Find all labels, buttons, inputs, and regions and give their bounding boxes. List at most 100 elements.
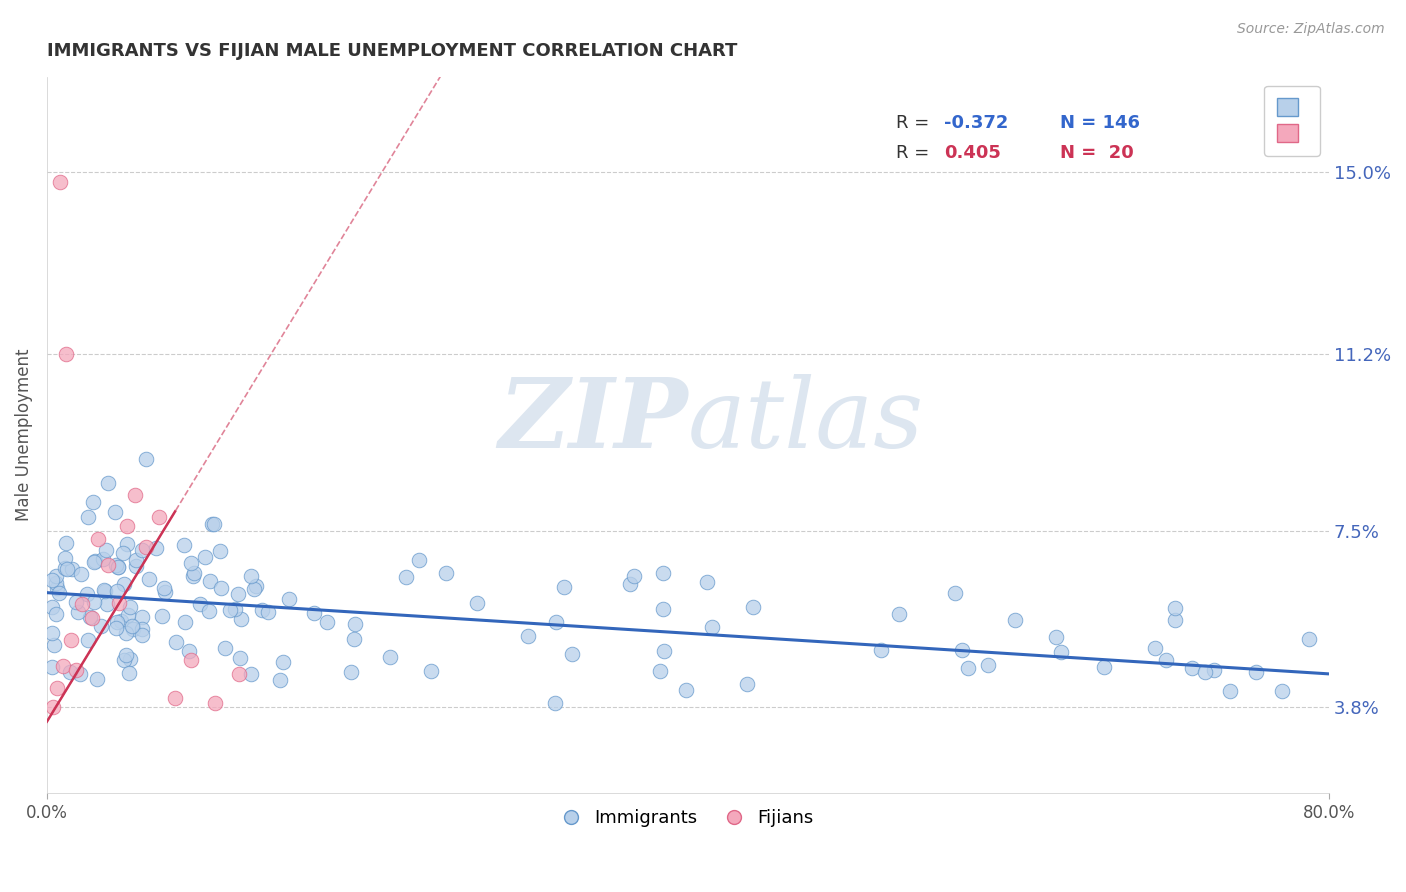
Point bbox=[209, 581, 232, 595]
Point bbox=[516, 629, 538, 643]
Point bbox=[201, 516, 224, 531]
Text: ZIP: ZIP bbox=[498, 374, 688, 467]
Text: Source: ZipAtlas.com: Source: ZipAtlas.com bbox=[1237, 22, 1385, 37]
Point bbox=[150, 609, 173, 624]
Point bbox=[66, 605, 89, 619]
Point bbox=[675, 683, 697, 698]
Point bbox=[135, 451, 157, 466]
Text: IMMIGRANTS VS FIJIAN MALE UNEMPLOYMENT CORRELATION CHART: IMMIGRANTS VS FIJIAN MALE UNEMPLOYMENT C… bbox=[46, 42, 737, 60]
Point bbox=[224, 601, 246, 615]
Point bbox=[121, 618, 143, 632]
Point bbox=[561, 647, 583, 661]
Point bbox=[1156, 653, 1178, 667]
Point bbox=[228, 666, 250, 681]
Point bbox=[546, 615, 568, 629]
Point bbox=[145, 541, 167, 555]
Point bbox=[153, 581, 176, 595]
Point bbox=[652, 644, 675, 658]
Point bbox=[229, 612, 252, 626]
Point bbox=[302, 606, 325, 620]
Point bbox=[59, 665, 82, 679]
Point bbox=[124, 488, 146, 502]
Point bbox=[53, 550, 76, 565]
Point bbox=[202, 516, 225, 531]
Point bbox=[48, 175, 70, 189]
Point bbox=[652, 566, 675, 580]
Point bbox=[86, 673, 108, 687]
Text: -0.372: -0.372 bbox=[945, 114, 1008, 132]
Point bbox=[97, 558, 120, 572]
Point bbox=[696, 574, 718, 589]
Point bbox=[194, 550, 217, 565]
Point bbox=[115, 518, 138, 533]
Point bbox=[226, 587, 249, 601]
Point bbox=[183, 566, 205, 581]
Point bbox=[41, 626, 63, 640]
Point bbox=[1164, 613, 1187, 627]
Point bbox=[55, 347, 77, 361]
Point bbox=[544, 696, 567, 710]
Point bbox=[76, 587, 98, 601]
Point bbox=[41, 660, 63, 674]
Point bbox=[115, 648, 138, 662]
Point bbox=[53, 560, 76, 574]
Point bbox=[97, 475, 120, 490]
Point bbox=[118, 665, 141, 680]
Point bbox=[1219, 683, 1241, 698]
Point bbox=[94, 584, 117, 599]
Point bbox=[395, 569, 418, 583]
Point bbox=[148, 510, 170, 524]
Point bbox=[198, 574, 221, 588]
Point bbox=[105, 584, 128, 599]
Point bbox=[1180, 661, 1202, 675]
Point bbox=[104, 505, 127, 519]
Point bbox=[434, 566, 457, 580]
Point bbox=[887, 607, 910, 622]
Point bbox=[77, 632, 100, 647]
Text: N = 146: N = 146 bbox=[1060, 114, 1140, 132]
Point bbox=[651, 602, 673, 616]
Point bbox=[1004, 614, 1026, 628]
Point bbox=[277, 591, 299, 606]
Point bbox=[82, 495, 104, 509]
Point bbox=[209, 544, 232, 558]
Point bbox=[69, 667, 91, 681]
Point bbox=[115, 537, 138, 551]
Point bbox=[1049, 645, 1071, 659]
Point bbox=[408, 553, 430, 567]
Point bbox=[177, 643, 200, 657]
Point bbox=[107, 560, 129, 574]
Point bbox=[90, 619, 112, 633]
Point bbox=[957, 661, 980, 675]
Point bbox=[165, 635, 187, 649]
Point bbox=[110, 614, 132, 628]
Point bbox=[45, 575, 67, 590]
Point bbox=[229, 651, 252, 665]
Point bbox=[122, 622, 145, 636]
Point bbox=[250, 603, 273, 617]
Point bbox=[870, 642, 893, 657]
Point bbox=[1244, 665, 1267, 679]
Point bbox=[84, 554, 107, 568]
Point bbox=[77, 509, 100, 524]
Point bbox=[45, 681, 67, 696]
Point bbox=[91, 552, 114, 566]
Point bbox=[1092, 660, 1115, 674]
Point bbox=[420, 664, 443, 678]
Point bbox=[83, 595, 105, 609]
Point bbox=[239, 666, 262, 681]
Text: atlas: atlas bbox=[688, 374, 924, 467]
Point bbox=[93, 582, 115, 597]
Point bbox=[79, 610, 101, 624]
Point bbox=[41, 573, 63, 587]
Point bbox=[1143, 641, 1166, 656]
Point bbox=[114, 626, 136, 640]
Point bbox=[65, 594, 87, 608]
Point bbox=[55, 535, 77, 549]
Point bbox=[1204, 663, 1226, 677]
Point bbox=[219, 602, 242, 616]
Point bbox=[245, 579, 267, 593]
Legend: Immigrants, Fijians: Immigrants, Fijians bbox=[555, 802, 821, 835]
Point bbox=[131, 610, 153, 624]
Point bbox=[80, 611, 103, 625]
